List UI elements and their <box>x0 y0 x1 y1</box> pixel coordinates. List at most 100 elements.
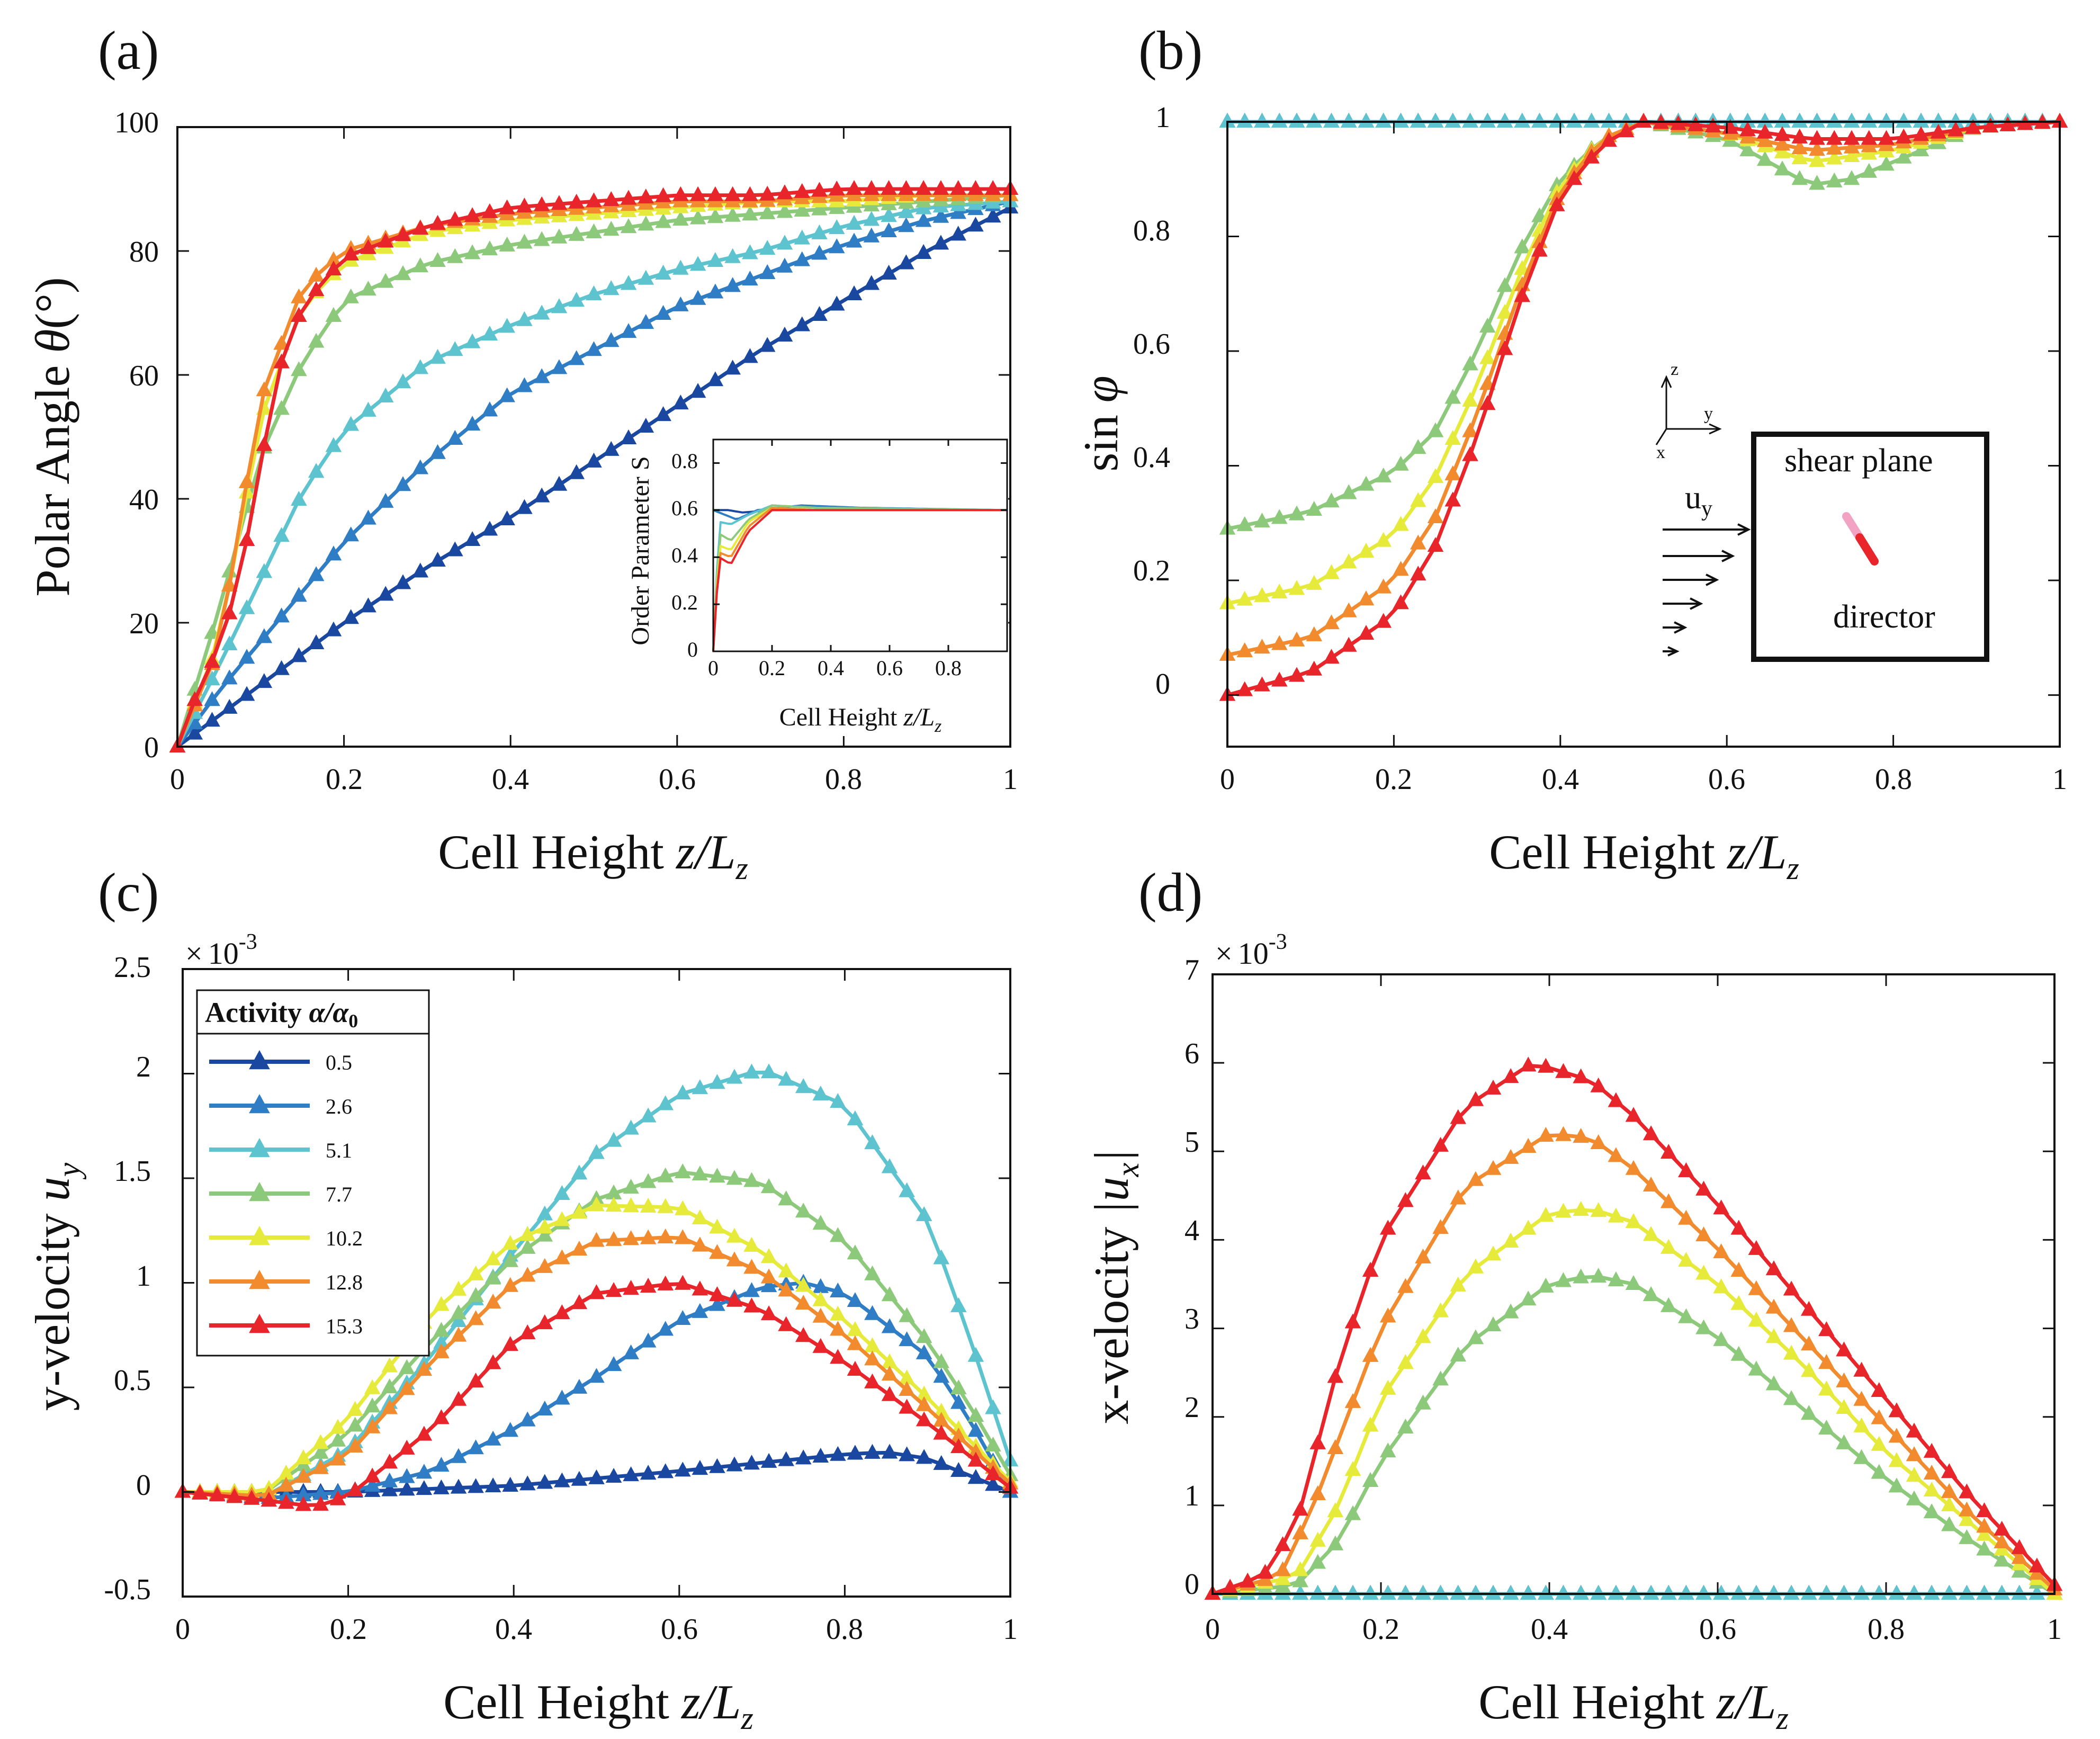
data-marker-12.8 <box>312 1459 329 1474</box>
data-marker-15.3 <box>864 1373 881 1388</box>
data-marker-15.3 <box>1239 1572 1256 1588</box>
data-marker-10.2 <box>778 1262 794 1278</box>
data-marker-15.3 <box>932 180 949 195</box>
data-marker-7.7 <box>1695 1319 1712 1334</box>
data-marker-15.3 <box>364 1467 381 1483</box>
data-marker-5.1 <box>1288 113 1305 128</box>
panel-a-xtick-label: 0.8 <box>825 763 862 796</box>
data-marker-7.7 <box>967 1406 984 1422</box>
data-marker-12.8 <box>795 1295 812 1310</box>
data-marker-2.6 <box>377 492 394 508</box>
panel-c-xtick-label: 0 <box>175 1613 190 1646</box>
data-marker-10.2 <box>1292 1561 1308 1576</box>
data-marker-10.2 <box>1444 430 1461 445</box>
data-marker-0.5 <box>657 1463 674 1478</box>
data-marker-15.3 <box>1643 1125 1659 1141</box>
data-marker-12.8 <box>238 473 255 488</box>
data-marker-2.6 <box>759 264 776 279</box>
inset-xtick-label: 0 <box>708 656 719 680</box>
data-marker-15.3 <box>776 184 793 200</box>
data-marker-12.8 <box>1774 136 1791 151</box>
data-marker-5.1 <box>828 219 845 235</box>
data-marker-2.6 <box>915 212 932 227</box>
panel-c-ytick-label: 1 <box>136 1260 151 1293</box>
data-marker-12.8 <box>623 1230 639 1245</box>
data-marker-0.5 <box>291 647 307 662</box>
data-marker-15.3 <box>603 191 620 207</box>
data-marker-2.6 <box>295 1486 312 1501</box>
legend-box <box>196 989 430 1357</box>
data-marker-5.1 <box>221 635 238 650</box>
data-marker-5.1 <box>726 1069 743 1084</box>
data-marker-10.2 <box>347 1401 363 1416</box>
data-marker-7.7 <box>1625 1275 1642 1290</box>
data-marker-15.3 <box>1538 1057 1554 1073</box>
data-marker-7.7 <box>502 1252 518 1267</box>
data-marker-2.6 <box>586 341 602 356</box>
data-marker-15.3 <box>1878 130 1895 145</box>
data-marker-15.3 <box>1608 1092 1625 1107</box>
coordinate-axes-icon <box>1655 375 1722 445</box>
data-marker-15.3 <box>1427 537 1444 552</box>
data-marker-7.7 <box>1502 1303 1519 1319</box>
data-marker-0.5 <box>554 1472 570 1487</box>
data-marker-2.6 <box>899 1331 915 1347</box>
data-marker-7.7 <box>1306 500 1323 516</box>
data-marker-15.3 <box>226 1488 243 1503</box>
data-marker-7.7 <box>1643 1286 1659 1301</box>
data-marker-0.5 <box>776 326 793 342</box>
data-marker-2.6 <box>776 257 793 273</box>
data-marker-5.1 <box>863 211 880 226</box>
data-marker-0.5 <box>416 1480 433 1495</box>
legend-marker-7.7 <box>249 1182 270 1202</box>
data-marker-2.6 <box>672 296 689 311</box>
data-marker-10.2 <box>381 1357 398 1373</box>
panel-a-label: (a) <box>98 20 159 81</box>
data-marker-15.3 <box>1292 1501 1308 1516</box>
panel-d-scale-factor: × 10-3 <box>1215 930 1287 971</box>
panel-d-xtick-label: 0.8 <box>1868 1613 1905 1646</box>
data-marker-5.1 <box>1800 1585 1817 1600</box>
data-marker-15.3 <box>743 1297 760 1313</box>
data-marker-0.5 <box>692 1460 708 1475</box>
data-marker-5.1 <box>273 527 290 542</box>
data-marker-0.5 <box>846 285 863 300</box>
data-marker-2.6 <box>932 208 949 223</box>
data-marker-12.8 <box>1836 1372 1852 1387</box>
data-marker-7.7 <box>1393 455 1409 471</box>
data-marker-5.1 <box>1906 1585 1923 1600</box>
data-marker-2.6 <box>221 669 238 685</box>
data-marker-15.3 <box>1800 1301 1817 1316</box>
data-marker-12.8 <box>1432 1219 1449 1234</box>
panel-b-xtick-label: 0.2 <box>1375 763 1412 796</box>
data-marker-5.1 <box>1555 1585 1572 1600</box>
data-marker-7.7 <box>933 1353 950 1368</box>
data-marker-12.8 <box>381 1399 398 1414</box>
data-marker-12.8 <box>1306 626 1323 641</box>
data-marker-0.5 <box>724 360 741 375</box>
data-marker-15.3 <box>329 1490 346 1505</box>
data-marker-2.6 <box>429 444 446 459</box>
data-marker-15.3 <box>499 199 515 214</box>
data-marker-2.6 <box>551 359 568 374</box>
data-marker-7.7 <box>360 281 376 296</box>
data-marker-15.3 <box>1520 1056 1537 1072</box>
data-marker-2.6 <box>343 526 360 542</box>
data-marker-15.3 <box>261 1492 277 1507</box>
data-marker-15.3 <box>1923 1442 1940 1458</box>
data-marker-0.5 <box>399 1481 415 1496</box>
data-marker-10.2 <box>1450 1276 1467 1292</box>
data-marker-0.5 <box>502 1476 518 1492</box>
data-marker-7.7 <box>899 1307 915 1322</box>
data-marker-2.6 <box>640 1332 657 1348</box>
data-marker-15.3 <box>308 281 325 297</box>
data-marker-2.6 <box>273 607 290 623</box>
data-marker-12.8 <box>1959 1501 1975 1517</box>
data-marker-12.8 <box>221 576 238 591</box>
panel-d-xtick-label: 0.2 <box>1362 1613 1399 1646</box>
data-marker-0.5 <box>447 541 463 557</box>
data-marker-15.3 <box>1444 491 1461 507</box>
data-marker-7.7 <box>1809 175 1825 190</box>
panel-a-xtick-label: 1 <box>1003 763 1018 796</box>
data-marker-0.5 <box>551 476 568 491</box>
